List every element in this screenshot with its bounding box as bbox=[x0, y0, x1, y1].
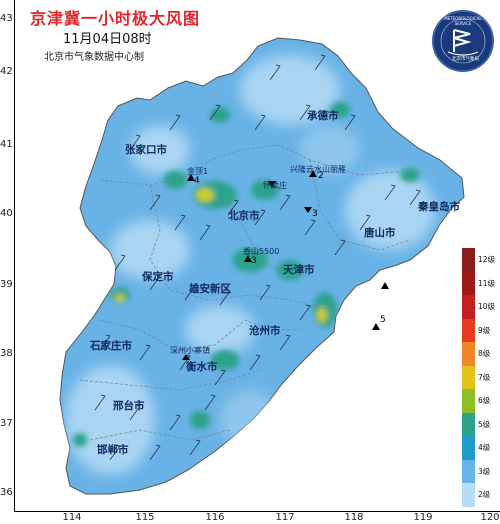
y-tick-41: 41 bbox=[0, 139, 13, 150]
legend-swatch bbox=[462, 342, 475, 366]
legend-label: 11级 bbox=[478, 278, 496, 288]
x-tick-119: 119 bbox=[413, 512, 433, 523]
legend-swatch bbox=[462, 483, 475, 507]
legend-item: 12级 bbox=[462, 248, 498, 272]
legend-item: 8级 bbox=[462, 342, 498, 366]
legend-swatch bbox=[462, 389, 475, 413]
meteorological-service-logo: METEOROLOGICAL SERVICE 北京市气象局 bbox=[432, 10, 494, 72]
marker-number: 2 bbox=[318, 171, 324, 181]
legend-item: 11级 bbox=[462, 271, 498, 295]
x-tick-114: 114 bbox=[62, 512, 82, 523]
city-label-xiongan: 雄安新区 bbox=[189, 283, 231, 295]
y-tick-37: 37 bbox=[0, 418, 13, 429]
legend-label: 5级 bbox=[478, 419, 491, 429]
legend-swatch bbox=[462, 248, 475, 272]
organization-label: 北京市气象数据中心制 bbox=[44, 52, 144, 63]
legend-label: 2级 bbox=[478, 490, 491, 499]
legend-swatch bbox=[462, 271, 475, 295]
legend-item: 6级 bbox=[462, 389, 498, 413]
legend-item: 10级 bbox=[462, 295, 498, 319]
legend-label: 9级 bbox=[478, 325, 491, 335]
station-label: 金顶1 bbox=[187, 167, 209, 176]
legend-item: 2级 bbox=[462, 483, 498, 507]
legend-item: 5级 bbox=[462, 412, 498, 436]
city-label-zhangjiakou: 张家口市 bbox=[125, 144, 167, 156]
marker-number: 3 bbox=[251, 256, 257, 266]
legend-label: 8级 bbox=[478, 349, 491, 358]
city-label-tianjin: 天津市 bbox=[283, 264, 315, 276]
marker-number: 4 bbox=[194, 176, 200, 186]
legend-label: 7级 bbox=[478, 372, 491, 382]
x-tick-118: 118 bbox=[344, 512, 364, 523]
city-label-cangzhou: 沧州市 bbox=[249, 325, 281, 337]
legend-item: 3级 bbox=[462, 459, 498, 483]
logo-arc-text: METEOROLOGICAL SERVICE bbox=[444, 16, 482, 26]
legend-swatch bbox=[462, 365, 475, 389]
station-label: 怀柔庄 bbox=[263, 181, 287, 190]
legend-swatch bbox=[462, 318, 475, 342]
logo-bottom-text: 北京市气象局 bbox=[452, 57, 479, 62]
map-frame bbox=[14, 0, 500, 512]
legend-label: 12级 bbox=[478, 255, 496, 264]
station-label: 兴隆云水山丽雁 bbox=[290, 165, 346, 174]
city-label-chengde: 承德市 bbox=[307, 110, 339, 122]
legend-label: 3级 bbox=[478, 466, 491, 476]
y-tick-40: 40 bbox=[0, 208, 13, 219]
marker-number: 5 bbox=[380, 315, 386, 325]
city-label-qinhuangdao: 秦皇岛市 bbox=[418, 201, 460, 213]
city-label-shijiazhuang: 石家庄市 bbox=[90, 340, 132, 352]
marker-number: 3 bbox=[312, 209, 318, 219]
station-label: 香山5500 bbox=[243, 247, 280, 256]
x-tick-117: 117 bbox=[275, 512, 295, 523]
y-tick-42: 42 bbox=[0, 66, 13, 77]
city-label-tangshan: 唐山市 bbox=[364, 227, 396, 239]
y-tick-38: 38 bbox=[0, 348, 13, 359]
city-label-hengshui: 衡水市 bbox=[186, 361, 218, 373]
legend-label: 10级 bbox=[478, 302, 496, 311]
map-title: 京津冀一小时极大风图 bbox=[30, 9, 201, 28]
y-tick-43: 43 bbox=[0, 13, 13, 24]
wind-scale-legend: 12级 11级 10级 9级 8级 7级 6级 5级 4级 3级 2级 bbox=[462, 248, 498, 507]
x-tick-120: 120 bbox=[480, 512, 500, 523]
city-label-handan: 邯郸市 bbox=[97, 444, 129, 456]
x-tick-115: 115 bbox=[135, 512, 155, 523]
map-subtitle: 11月04日08时 bbox=[63, 32, 152, 47]
legend-item: 9级 bbox=[462, 318, 498, 342]
legend-item: 4级 bbox=[462, 436, 498, 460]
legend-swatch bbox=[462, 459, 475, 483]
city-label-xingtai: 邢台市 bbox=[113, 400, 145, 412]
legend-item: 7级 bbox=[462, 365, 498, 389]
legend-swatch bbox=[462, 412, 475, 436]
x-tick-116: 116 bbox=[205, 512, 225, 523]
legend-label: 4级 bbox=[478, 443, 491, 452]
legend-swatch bbox=[462, 436, 475, 460]
city-label-baoding: 保定市 bbox=[142, 271, 174, 283]
y-tick-36: 36 bbox=[0, 487, 13, 498]
legend-label: 6级 bbox=[478, 396, 491, 405]
city-label-beijing: 北京市 bbox=[228, 210, 260, 222]
station-label: 深州小寨镇 bbox=[170, 346, 210, 355]
legend-swatch bbox=[462, 295, 475, 319]
y-tick-39: 39 bbox=[0, 279, 13, 290]
